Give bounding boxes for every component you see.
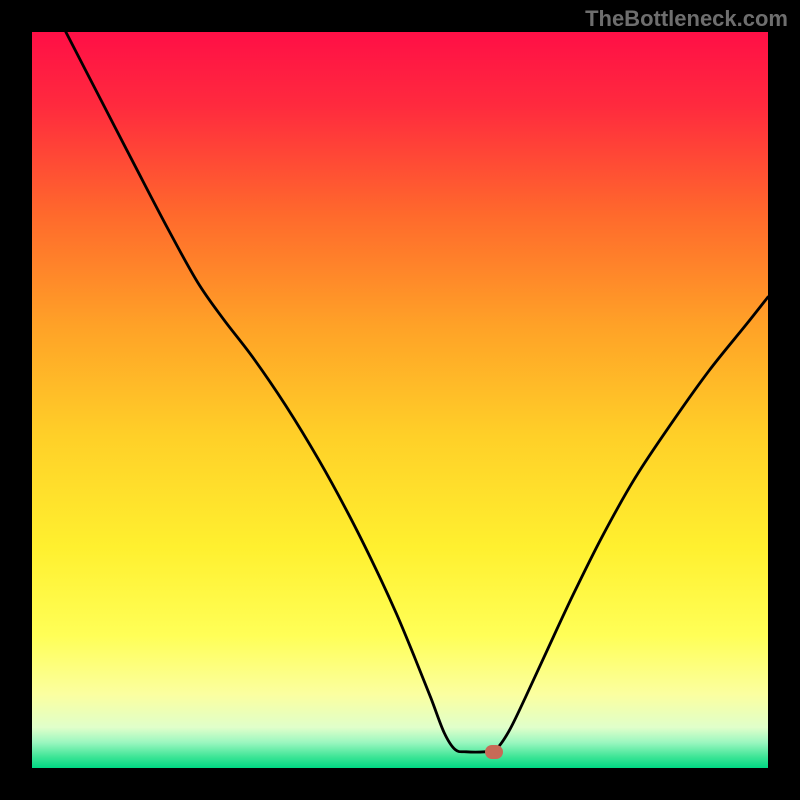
chart-frame: TheBottleneck.com bbox=[0, 0, 800, 800]
bottleneck-curve bbox=[32, 32, 768, 768]
plot-area bbox=[32, 32, 768, 768]
curve-path bbox=[66, 32, 768, 752]
optimum-marker bbox=[485, 745, 503, 759]
watermark-text: TheBottleneck.com bbox=[585, 6, 788, 32]
